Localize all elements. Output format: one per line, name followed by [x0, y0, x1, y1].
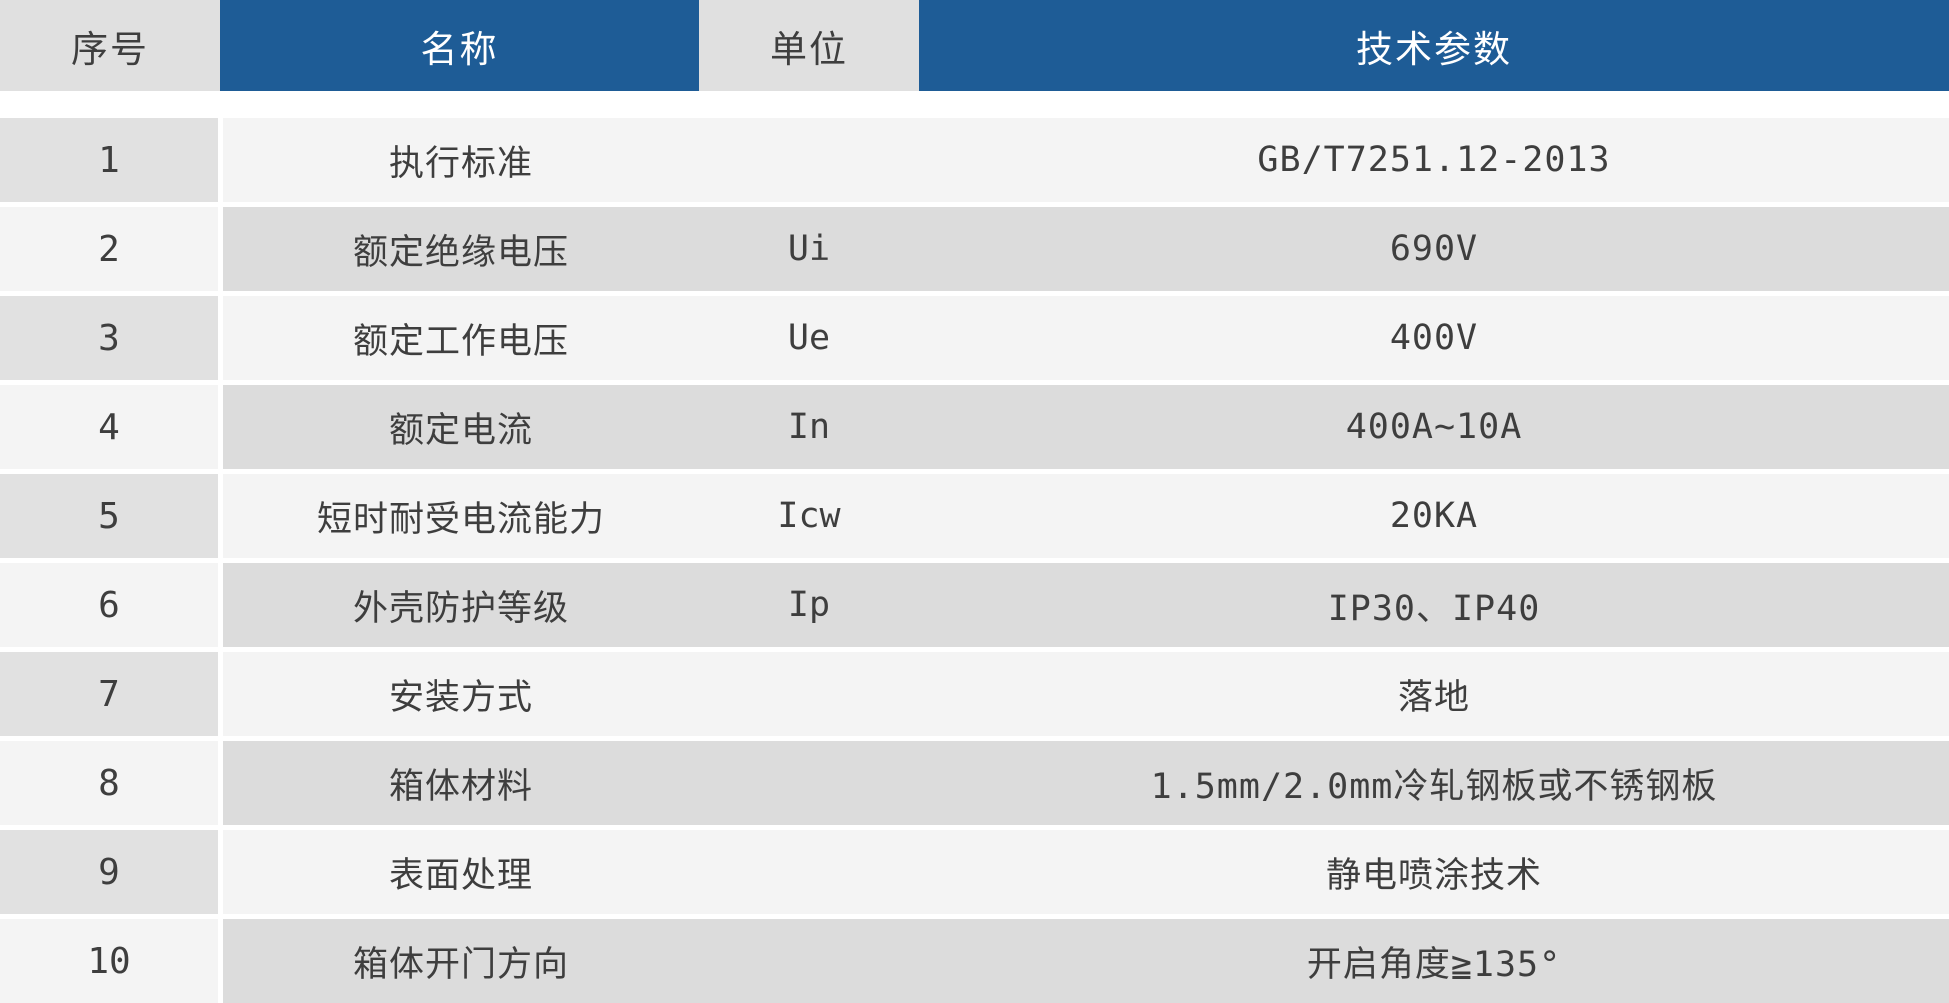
row-value: 落地	[1397, 677, 1470, 718]
row-serial: 2	[0, 207, 218, 291]
row-band: 箱体开门方向 开启角度≧135°	[223, 919, 1949, 1003]
row-band: 额定电流 In 400A~10A	[223, 385, 1949, 469]
table-body: 1 执行标准 GB/T7251.12-2013 2 额定绝缘电压 Ui 690V…	[0, 118, 1949, 1003]
header-cell-parameters: 技术参数	[919, 0, 1949, 91]
row-name: 短时耐受电流能力	[316, 499, 605, 540]
table-row: 5 短时耐受电流能力 Icw 20KA	[0, 474, 1949, 558]
table-row: 9 表面处理 静电喷涂技术	[0, 830, 1949, 914]
row-serial: 10	[0, 919, 218, 1003]
row-serial: 5	[0, 474, 218, 558]
row-unit: Icw	[777, 496, 841, 536]
row-value: 开启角度≧135°	[1306, 944, 1562, 985]
row-name: 箱体开门方向	[352, 944, 569, 985]
header-cell-name: 名称	[220, 0, 699, 91]
row-value: IP30、IP40	[1327, 588, 1541, 629]
row-unit: Ue	[787, 318, 831, 358]
row-name: 外壳防护等级	[352, 588, 569, 629]
row-band: 短时耐受电流能力 Icw 20KA	[223, 474, 1949, 558]
row-unit	[699, 919, 919, 1003]
row-unit: In	[787, 407, 831, 447]
row-serial: 4	[0, 385, 218, 469]
table-row: 3 额定工作电压 Ue 400V	[0, 296, 1949, 380]
row-name: 额定绝缘电压	[352, 232, 569, 273]
table-header: 序号 名称 单位 技术参数	[0, 0, 1949, 91]
row-band: 额定绝缘电压 Ui 690V	[223, 207, 1949, 291]
table-row: 10 箱体开门方向 开启角度≧135°	[0, 919, 1949, 1003]
row-unit	[699, 118, 919, 202]
row-name: 执行标准	[388, 143, 533, 184]
row-value: 690V	[1389, 229, 1479, 269]
row-value: 静电喷涂技术	[1325, 855, 1542, 896]
row-band: 外壳防护等级 Ip IP30、IP40	[223, 563, 1949, 647]
row-band: 安装方式 落地	[223, 652, 1949, 736]
row-serial: 6	[0, 563, 218, 647]
row-value: 1.5mm/2.0mm冷轧钢板或不锈钢板	[1150, 766, 1718, 807]
table-row: 4 额定电流 In 400A~10A	[0, 385, 1949, 469]
row-band: 表面处理 静电喷涂技术	[223, 830, 1949, 914]
row-band: 箱体材料 1.5mm/2.0mm冷轧钢板或不锈钢板	[223, 741, 1949, 825]
row-name: 表面处理	[388, 855, 533, 896]
row-name: 箱体材料	[388, 766, 533, 807]
row-band: 额定工作电压 Ue 400V	[223, 296, 1949, 380]
row-serial: 3	[0, 296, 218, 380]
row-value: 20KA	[1389, 496, 1479, 536]
table-row: 1 执行标准 GB/T7251.12-2013	[0, 118, 1949, 202]
table-row: 2 额定绝缘电压 Ui 690V	[0, 207, 1949, 291]
header-cell-unit: 单位	[699, 0, 919, 91]
row-name: 额定电流	[388, 410, 533, 451]
table-row: 7 安装方式 落地	[0, 652, 1949, 736]
row-unit: Ip	[787, 585, 831, 625]
table-row: 8 箱体材料 1.5mm/2.0mm冷轧钢板或不锈钢板	[0, 741, 1949, 825]
row-unit	[699, 741, 919, 825]
row-serial: 9	[0, 830, 218, 914]
row-name: 额定工作电压	[352, 321, 569, 362]
row-unit: Ui	[787, 229, 831, 269]
row-value: 400V	[1389, 318, 1479, 358]
row-value: 400A~10A	[1345, 407, 1523, 447]
row-serial: 1	[0, 118, 218, 202]
table-row: 6 外壳防护等级 Ip IP30、IP40	[0, 563, 1949, 647]
header-cell-serial: 序号	[0, 0, 220, 91]
row-unit	[699, 652, 919, 736]
row-serial: 7	[0, 652, 218, 736]
row-serial: 8	[0, 741, 218, 825]
row-name: 安装方式	[388, 677, 533, 718]
row-band: 执行标准 GB/T7251.12-2013	[223, 118, 1949, 202]
row-value: GB/T7251.12-2013	[1257, 140, 1611, 180]
row-unit	[699, 830, 919, 914]
